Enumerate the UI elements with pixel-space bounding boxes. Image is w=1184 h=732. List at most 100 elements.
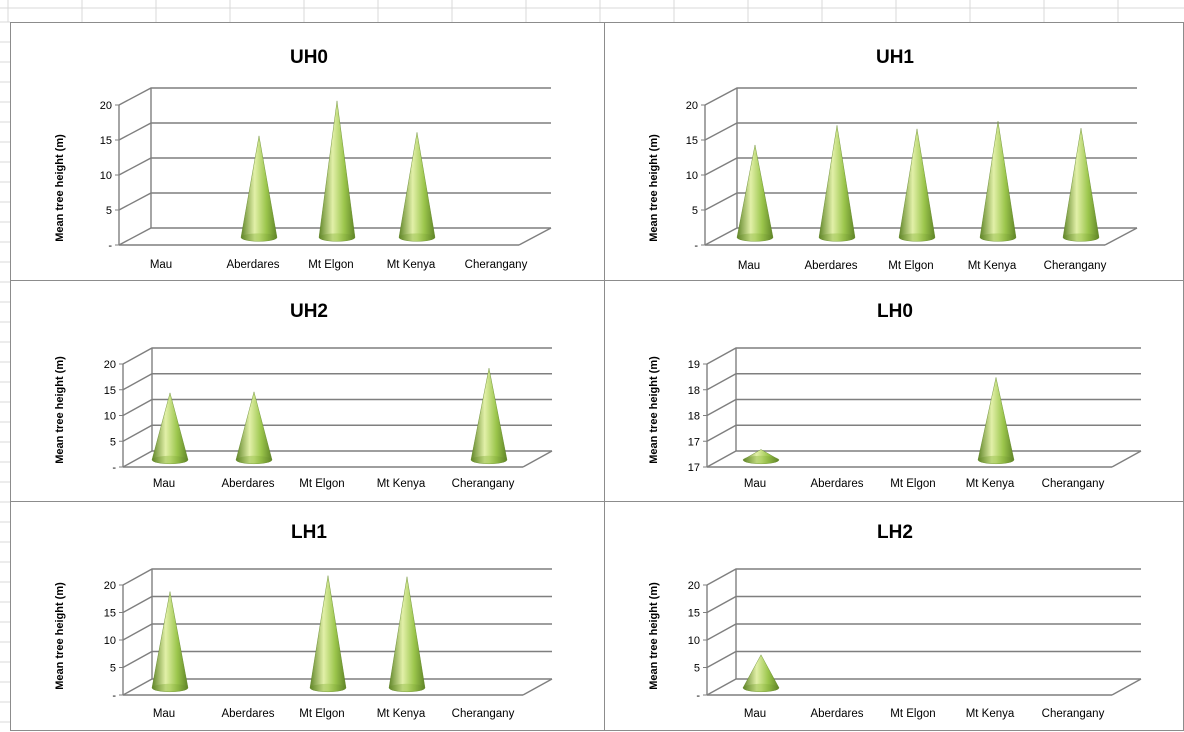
cone-body	[309, 575, 347, 692]
cone-bar[interactable]	[235, 391, 273, 464]
y-axis-label: Mean tree height (m)	[648, 582, 660, 690]
chart-lh1[interactable]: LH1 Mean tree height (m) - 5 10 15 20 Mau Aberda…	[10, 501, 606, 731]
cone-base	[743, 683, 779, 692]
x-tick-label: Mt Elgon	[299, 708, 344, 720]
y-tick-label: 5	[694, 663, 700, 675]
gridline	[704, 122, 1137, 141]
y-tick-label: 18	[688, 411, 700, 423]
x-tick-label: Cherangany	[1042, 708, 1105, 720]
cone-bar[interactable]	[742, 449, 780, 464]
x-tick-label: Aberdares	[221, 708, 274, 720]
x-tick-label: Mt Elgon	[890, 478, 935, 490]
floor-edge	[522, 678, 553, 696]
y-tick-label: 10	[104, 411, 116, 423]
x-tick-label: Mt Kenya	[377, 478, 426, 490]
chart-title: UH1	[876, 47, 914, 68]
cone-bar[interactable]	[388, 576, 426, 692]
y-tick-label: 20	[104, 359, 116, 371]
x-tick-label: Cherangany	[1044, 260, 1107, 272]
y-tick-label: 5	[106, 205, 112, 217]
chart-svg: UH1 Mean tree height (m) - 5 10 15 20 Mau Aberda…	[648, 47, 1138, 272]
chart-svg: LH2 Mean tree height (m) - 5 10 15 20 Mau Aberda…	[648, 522, 1142, 720]
cone-bar[interactable]	[151, 591, 189, 692]
gridline	[122, 595, 552, 614]
gridline	[704, 87, 1137, 106]
gridline	[706, 650, 1141, 669]
cone-base	[152, 455, 188, 464]
cone-bar[interactable]	[470, 368, 508, 464]
cone-body	[318, 100, 356, 242]
y-tick-label: 15	[686, 135, 698, 147]
y-tick-label: 10	[688, 635, 700, 647]
x-tick-label: Mt Kenya	[377, 708, 426, 720]
cone-bar[interactable]	[736, 144, 774, 242]
x-tick-label: Mau	[153, 478, 175, 490]
y-tick-label: 5	[110, 663, 116, 675]
chart-uh2[interactable]: UH2 Mean tree height (m) - 5 10 15 20 Mau Aberda…	[10, 280, 606, 503]
cone-bar[interactable]	[240, 135, 278, 242]
cone-bar[interactable]	[898, 128, 936, 242]
x-tick-label: Aberdares	[810, 478, 863, 490]
x-tick-label: Mt Kenya	[968, 260, 1017, 272]
cone-base	[241, 233, 277, 242]
y-axis-label: Mean tree height (m)	[54, 356, 66, 464]
cone-body	[398, 132, 436, 242]
cone-base	[471, 455, 507, 464]
chart-uh0[interactable]: UH0 Mean tree height (m) - 5 10 15 20 Mau Aberda…	[10, 22, 606, 282]
cone-base	[978, 455, 1014, 464]
x-tick-label: Mt Elgon	[299, 478, 344, 490]
chart-title: UH2	[290, 301, 328, 322]
y-tick-label: 10	[686, 170, 698, 182]
x-tick-label: Cherangany	[452, 708, 515, 720]
cone-bar[interactable]	[309, 575, 347, 692]
floor-edge	[1111, 450, 1142, 468]
cone-bar[interactable]	[1062, 128, 1100, 242]
cone-base	[389, 683, 425, 692]
cone-base	[236, 455, 272, 464]
y-tick-label: 20	[688, 580, 700, 592]
x-tick-label: Mt Elgon	[890, 708, 935, 720]
y-tick-label: 17	[688, 462, 700, 474]
x-tick-label: Mau	[153, 708, 175, 720]
cone-body	[470, 368, 508, 464]
chart-uh1[interactable]: UH1 Mean tree height (m) - 5 10 15 20 Mau Aberda…	[604, 22, 1184, 282]
x-tick-label: Aberdares	[221, 478, 274, 490]
x-tick-label: Mau	[150, 259, 172, 271]
gridline	[706, 347, 1141, 365]
chart-svg: LH0 Mean tree height (m) 17 17 18 18 19 Mau Aber…	[648, 301, 1142, 490]
cone-base	[899, 233, 935, 242]
cone-bar[interactable]	[818, 125, 856, 242]
chart-title: LH2	[877, 522, 913, 543]
cone-bar[interactable]	[742, 654, 780, 692]
y-tick-label: 18	[688, 385, 700, 397]
gridline	[706, 398, 1141, 417]
x-tick-label: Aberdares	[804, 260, 857, 272]
cone-bar[interactable]	[979, 121, 1017, 242]
gridline	[706, 424, 1141, 442]
y-tick-label: 15	[688, 608, 700, 620]
floor-edge	[518, 227, 552, 246]
cone-bar[interactable]	[398, 132, 436, 242]
y-tick-label: 19	[688, 359, 700, 371]
y-tick-label: 5	[692, 205, 698, 217]
chart-lh2[interactable]: LH2 Mean tree height (m) - 5 10 15 20 Mau Aberda…	[604, 501, 1184, 731]
chart-title: LH0	[877, 301, 913, 322]
cone-body	[151, 591, 189, 692]
cone-bar[interactable]	[977, 377, 1015, 464]
chart-svg: UH0 Mean tree height (m) - 5 10 15 20 Mau Aberda…	[54, 47, 552, 271]
y-tick-label: 15	[104, 385, 116, 397]
gridline	[706, 373, 1141, 391]
chart-lh0[interactable]: LH0 Mean tree height (m) 17 17 18 18 19 Mau Aber…	[604, 280, 1184, 503]
cone-base	[399, 233, 435, 242]
chart-svg: LH1 Mean tree height (m) - 5 10 15 20 Mau Aberda…	[54, 522, 553, 720]
gridline	[706, 623, 1141, 641]
cone-bar[interactable]	[151, 392, 189, 464]
gridline	[706, 568, 1141, 586]
cone-base	[152, 683, 188, 692]
x-tick-label: Mau	[738, 260, 760, 272]
cone-bar[interactable]	[318, 100, 356, 242]
gridline	[118, 87, 551, 106]
cone-base	[1063, 233, 1099, 242]
cone-body	[979, 121, 1017, 242]
